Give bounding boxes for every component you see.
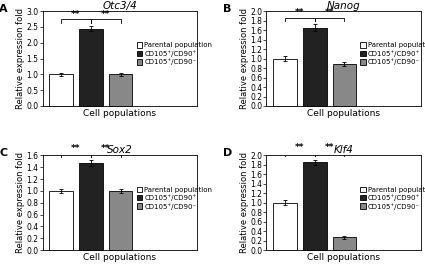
Text: **: ** — [295, 8, 305, 17]
Bar — [109, 75, 133, 106]
Bar — [332, 64, 356, 106]
Title: Klf4: Klf4 — [334, 145, 354, 155]
Y-axis label: Relative expression fold: Relative expression fold — [16, 8, 25, 109]
Bar — [79, 29, 103, 106]
Bar — [273, 59, 297, 106]
Legend: Parental population, CD105⁺/CD90⁺, CD105⁺/CD90⁻: Parental population, CD105⁺/CD90⁺, CD105… — [135, 185, 213, 211]
Title: Otc3/4: Otc3/4 — [102, 1, 137, 11]
Legend: Parental population, CD105⁺/CD90⁺, CD105⁺/CD90⁻: Parental population, CD105⁺/CD90⁺, CD105… — [135, 41, 213, 67]
Y-axis label: Relative expression fold: Relative expression fold — [240, 152, 249, 253]
X-axis label: Cell populations: Cell populations — [307, 109, 380, 118]
Text: **: ** — [325, 143, 334, 152]
Text: B: B — [223, 4, 232, 14]
Text: **: ** — [71, 144, 81, 153]
Text: C: C — [0, 148, 7, 158]
X-axis label: Cell populations: Cell populations — [307, 253, 380, 262]
Y-axis label: Relative expression fold: Relative expression fold — [16, 152, 25, 253]
Text: **: ** — [71, 10, 81, 19]
Bar — [273, 203, 297, 250]
Legend: Parental population, CD105⁺/CD90⁺, CD105⁺/CD90⁻: Parental population, CD105⁺/CD90⁺, CD105… — [359, 185, 425, 211]
Title: Nanog: Nanog — [327, 1, 360, 11]
Bar — [49, 75, 73, 106]
Text: **: ** — [295, 143, 305, 152]
Text: **: ** — [325, 8, 334, 17]
Bar — [332, 237, 356, 250]
Text: D: D — [223, 148, 232, 158]
Y-axis label: Relative expression fold: Relative expression fold — [240, 8, 249, 109]
Bar — [49, 191, 73, 250]
X-axis label: Cell populations: Cell populations — [83, 109, 156, 118]
Bar — [303, 28, 326, 106]
Title: Sox2: Sox2 — [107, 145, 133, 155]
Bar — [109, 191, 133, 250]
X-axis label: Cell populations: Cell populations — [83, 253, 156, 262]
Text: **: ** — [101, 10, 110, 19]
Bar — [303, 162, 326, 250]
Text: **: ** — [101, 144, 110, 153]
Bar — [79, 163, 103, 250]
Text: A: A — [0, 4, 8, 14]
Legend: Parental population, CD105⁺/CD90⁺, CD105⁺/CD90⁻: Parental population, CD105⁺/CD90⁺, CD105… — [359, 41, 425, 67]
